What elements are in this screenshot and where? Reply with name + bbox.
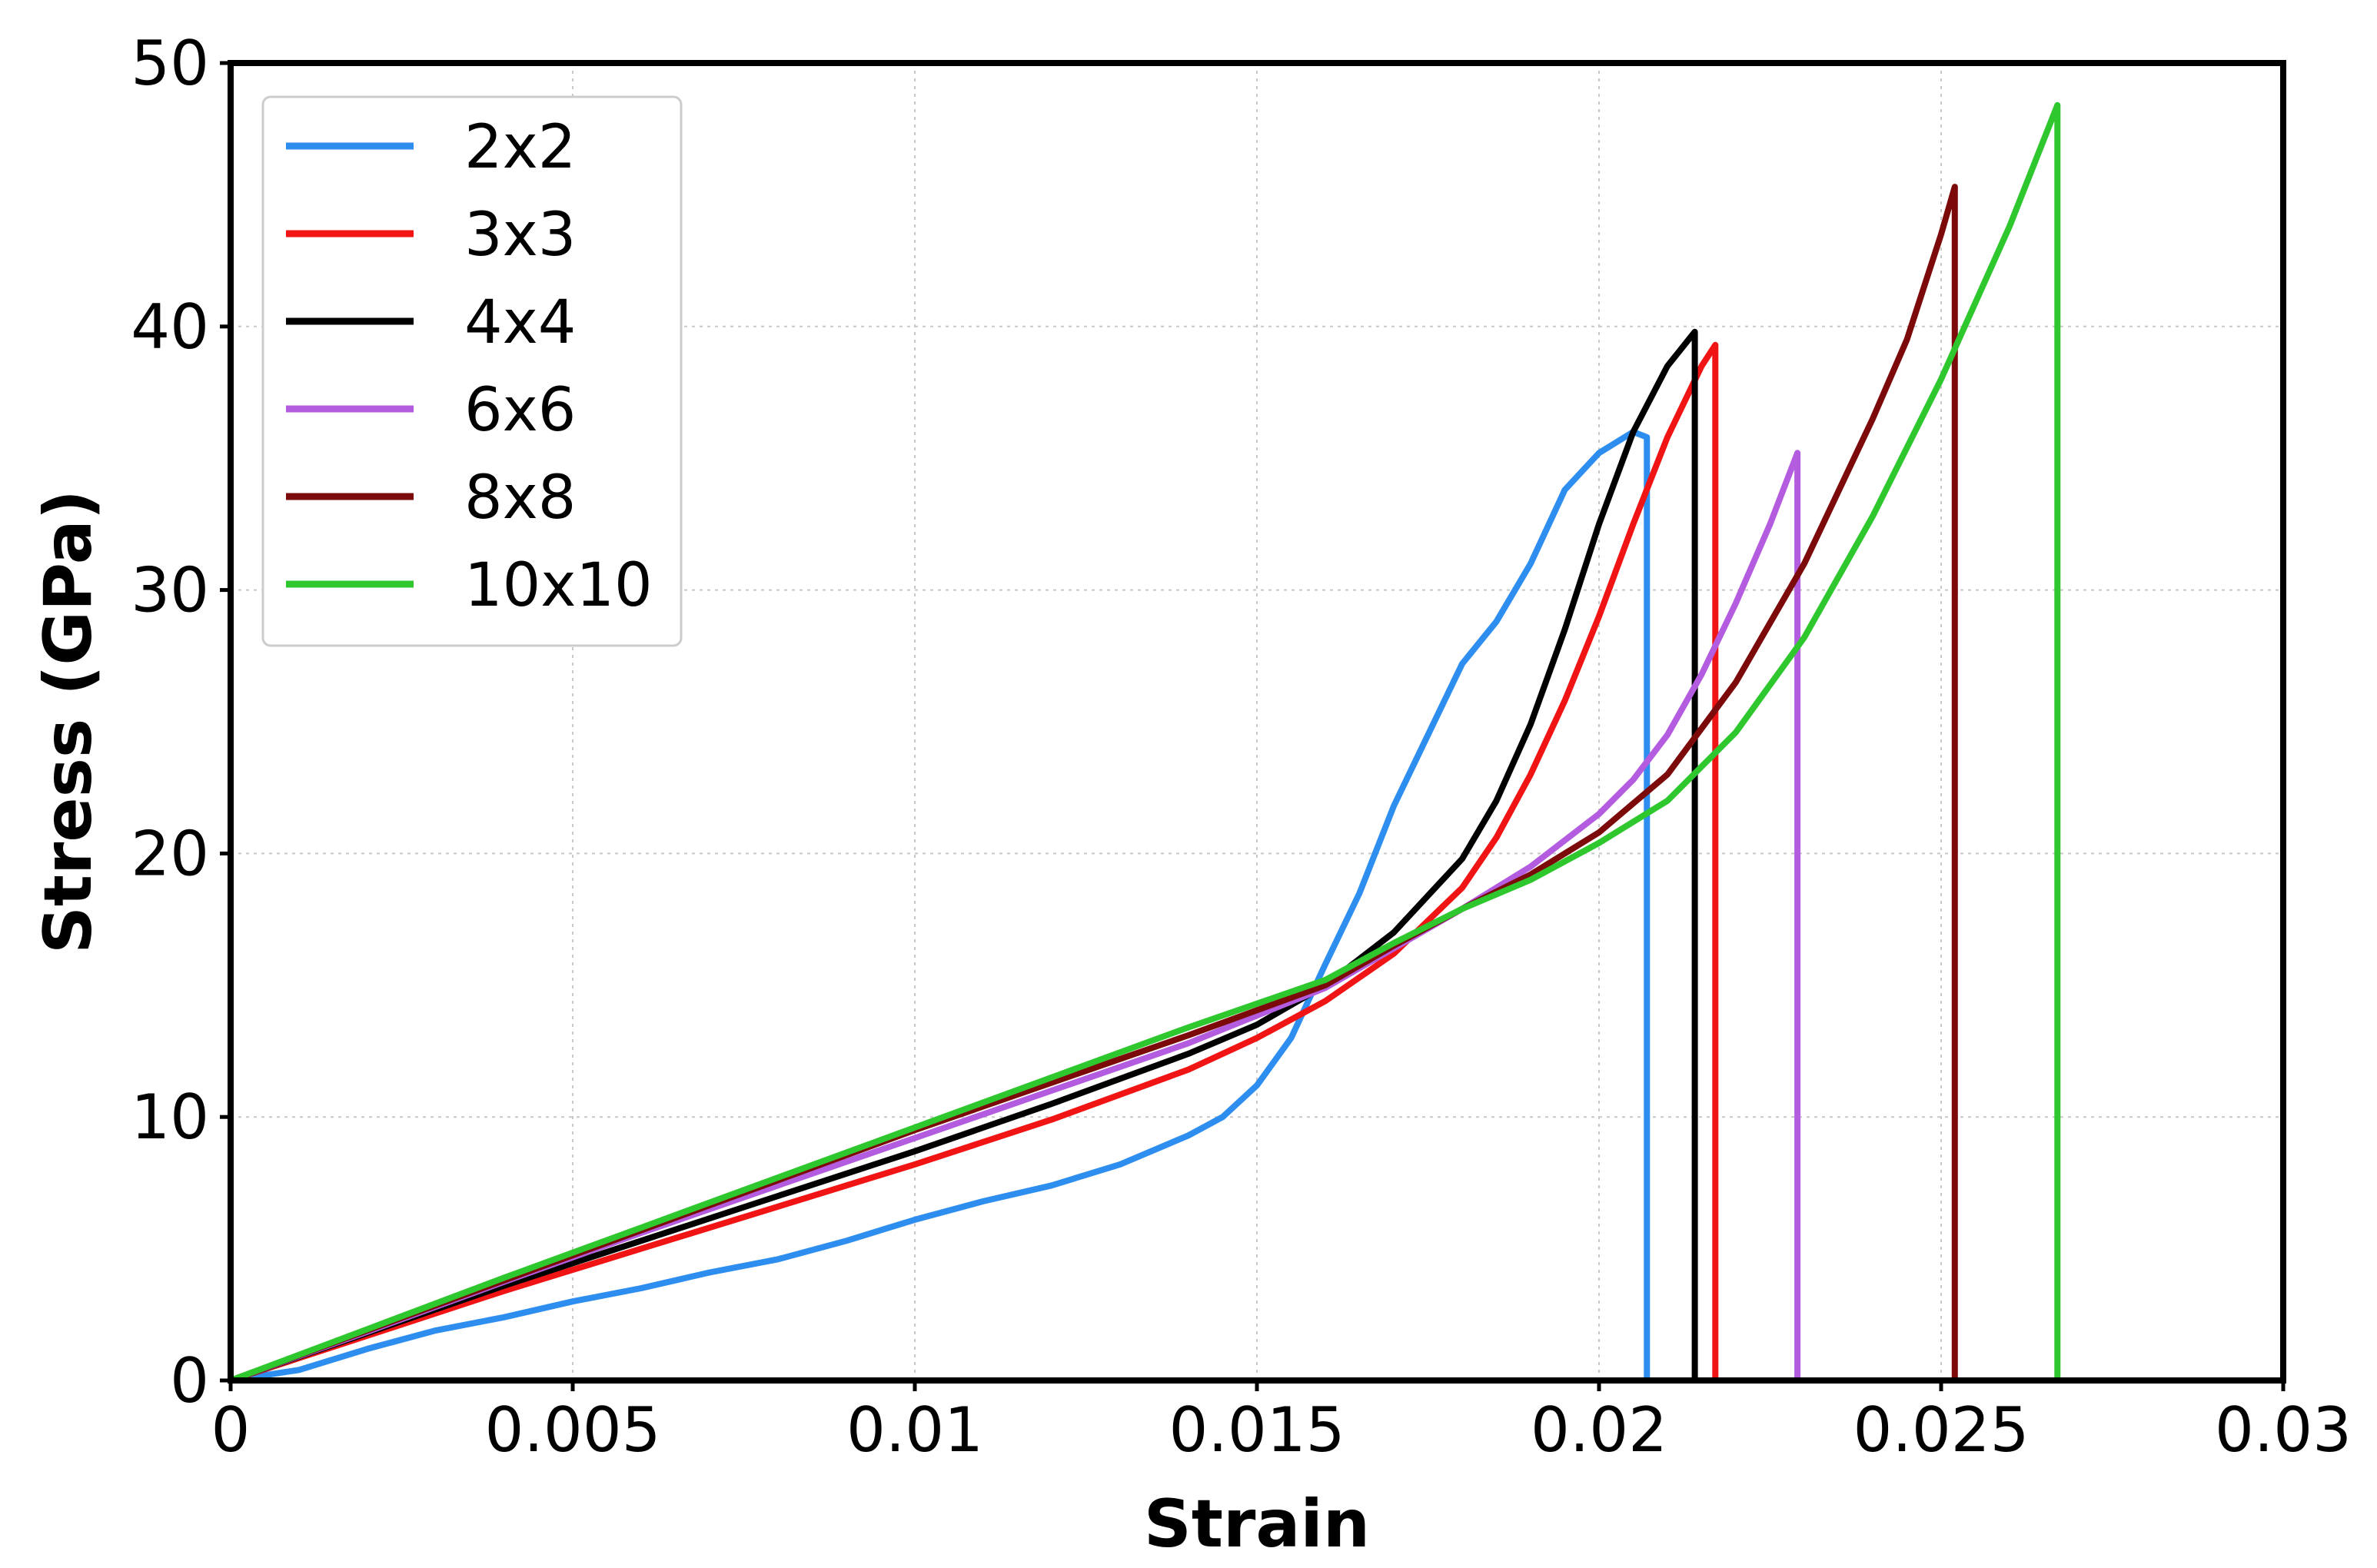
x-tick-label: 0.015 (1169, 1394, 1345, 1466)
legend-label: 10x10 (464, 551, 653, 620)
y-tick-label: 50 (131, 28, 209, 99)
legend-label: 2x2 (464, 113, 576, 182)
legend-label: 3x3 (464, 201, 576, 270)
legend: 2x2 3x3 4x4 6x6 8x8 10x10 (261, 95, 683, 647)
legend-label: 6x6 (464, 376, 576, 445)
x-tick-label: 0.025 (1853, 1394, 2029, 1466)
x-tick-label: 0.005 (484, 1394, 660, 1466)
y-tick-label: 40 (131, 291, 209, 363)
x-tick-label: 0.02 (1531, 1394, 1667, 1466)
legend-label: 4x4 (464, 288, 576, 357)
series-line-10x10 (228, 101, 2061, 1384)
x-tick-label: 0 (211, 1394, 251, 1466)
y-tick-label: 0 (170, 1345, 209, 1417)
series-lines (228, 101, 2061, 1384)
y-tick-label: 30 (131, 555, 209, 626)
x-axis-label: Strain (1144, 1486, 1370, 1563)
y-tick-label: 10 (131, 1081, 209, 1153)
x-tick-label: 0.03 (2215, 1394, 2352, 1466)
y-axis-label: Stress (GPa) (30, 490, 107, 954)
y-tick-label: 20 (131, 818, 209, 889)
legend-label: 8x8 (464, 463, 576, 533)
legend-entries: 2x2 3x3 4x4 6x6 8x8 10x10 (286, 113, 653, 620)
series-line-3x3 (228, 341, 1719, 1384)
series-line-2x2 (228, 428, 1651, 1384)
axis-ticks: 0 0.005 0.01 0.015 0.02 0.025 0.03 0 10 20 30 40 50 (131, 28, 2352, 1466)
x-tick-label: 0.01 (846, 1394, 983, 1466)
